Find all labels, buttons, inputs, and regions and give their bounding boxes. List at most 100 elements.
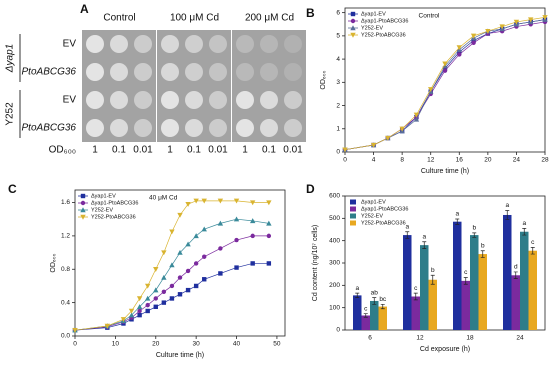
x-tick-label: 0 — [343, 157, 347, 164]
y-tick-label: 0.0 — [61, 333, 70, 340]
data-point — [153, 267, 159, 272]
data-point — [218, 246, 223, 251]
data-point — [485, 29, 491, 34]
significance-letter: c — [531, 239, 535, 246]
bar — [511, 275, 520, 330]
data-point — [193, 233, 199, 239]
bar — [461, 280, 470, 330]
yeast-spot — [260, 91, 278, 109]
dilution-label: 1 — [92, 145, 98, 156]
legend-label: Y252-EV — [361, 213, 383, 219]
data-point — [413, 116, 420, 122]
bar — [411, 296, 420, 330]
bar — [478, 254, 487, 330]
legend-label: Δyap1-PtoABCG36 — [91, 200, 138, 206]
yeast-spot — [236, 35, 254, 53]
data-point — [217, 220, 224, 226]
x-tick-label: 10 — [112, 341, 120, 348]
data-point — [457, 49, 462, 55]
x-tick-label: 24 — [513, 157, 521, 164]
panel-letter: A — [80, 2, 89, 16]
data-point — [266, 220, 272, 226]
x-tick-label: 16 — [456, 157, 464, 164]
data-point — [161, 274, 167, 280]
legend-marker — [80, 214, 86, 220]
significance-letter: c — [414, 285, 418, 292]
data-point — [169, 296, 175, 301]
y-tick-label: 1.6 — [61, 199, 70, 206]
y-tick-label: 400 — [329, 237, 340, 244]
yeast-spot — [86, 35, 104, 53]
yeast-spot — [236, 119, 254, 137]
data-point — [217, 198, 224, 204]
legend-marker — [350, 11, 356, 17]
data-point — [144, 283, 151, 289]
x-axis-label: Culture time (h) — [421, 168, 469, 175]
data-point — [136, 296, 143, 302]
strain-label: EV — [63, 39, 77, 50]
error-bar — [530, 247, 535, 255]
data-point — [399, 126, 405, 132]
data-point — [169, 283, 175, 289]
plot-frame — [344, 7, 546, 153]
data-point — [249, 200, 256, 206]
data-point — [266, 200, 272, 206]
significance-letter: a — [505, 202, 509, 209]
data-point — [161, 300, 167, 305]
data-point — [145, 308, 150, 314]
bar — [353, 295, 362, 330]
data-point — [470, 33, 477, 39]
y-tick-label: 300 — [329, 260, 340, 267]
data-point — [218, 271, 223, 276]
data-point — [193, 198, 199, 204]
yeast-spot — [284, 119, 302, 137]
data-point — [177, 292, 183, 297]
dilution-label: 0.1 — [187, 145, 201, 156]
error-bar — [413, 292, 418, 301]
data-point — [153, 287, 159, 293]
y-tick-label: 2 — [336, 102, 340, 109]
yeast-spot — [110, 91, 128, 109]
data-point — [528, 17, 534, 23]
data-point — [266, 261, 272, 266]
data-point — [185, 201, 191, 207]
dilution-label: 0.1 — [262, 145, 276, 156]
bar — [420, 245, 429, 330]
yeast-spot — [260, 63, 278, 81]
x-tick-label: 8 — [400, 157, 404, 164]
dilution-label: 0.01 — [283, 145, 303, 156]
data-point — [233, 216, 240, 222]
bar — [453, 221, 462, 330]
data-point — [471, 38, 476, 43]
strain-label: EV — [63, 95, 77, 106]
group-label: Y252 — [5, 102, 16, 126]
y-tick-label: 1 — [336, 125, 340, 132]
error-bar — [463, 277, 468, 285]
x-tick-label: 20 — [152, 341, 160, 348]
bar — [403, 235, 412, 330]
significance-letter: a — [422, 234, 426, 241]
chart-title: 40 μM Cd — [149, 195, 178, 202]
data-point — [193, 283, 199, 289]
data-point — [153, 296, 158, 301]
data-point — [513, 19, 520, 25]
bar — [370, 300, 379, 330]
significance-letter: b — [481, 242, 485, 249]
legend-label: Δyap1-EV — [361, 11, 386, 17]
y-tick-label: 0 — [336, 149, 340, 156]
error-bar — [355, 292, 360, 298]
legend-marker — [350, 25, 356, 31]
legend-label: Y252-EV — [361, 25, 383, 31]
x-tick-label: 6 — [368, 335, 372, 342]
yeast-spot — [161, 119, 179, 137]
significance-letter: b — [472, 225, 476, 232]
yeast-spot — [110, 119, 128, 137]
significance-letter: a — [355, 285, 359, 292]
data-point — [266, 233, 272, 239]
y-tick-label: 0.8 — [61, 266, 70, 273]
data-point — [144, 295, 151, 301]
yeast-spot — [110, 63, 128, 81]
y-tick-label: 0 — [336, 327, 340, 334]
significance-letter: a — [405, 223, 409, 230]
x-tick-label: 20 — [484, 157, 492, 164]
